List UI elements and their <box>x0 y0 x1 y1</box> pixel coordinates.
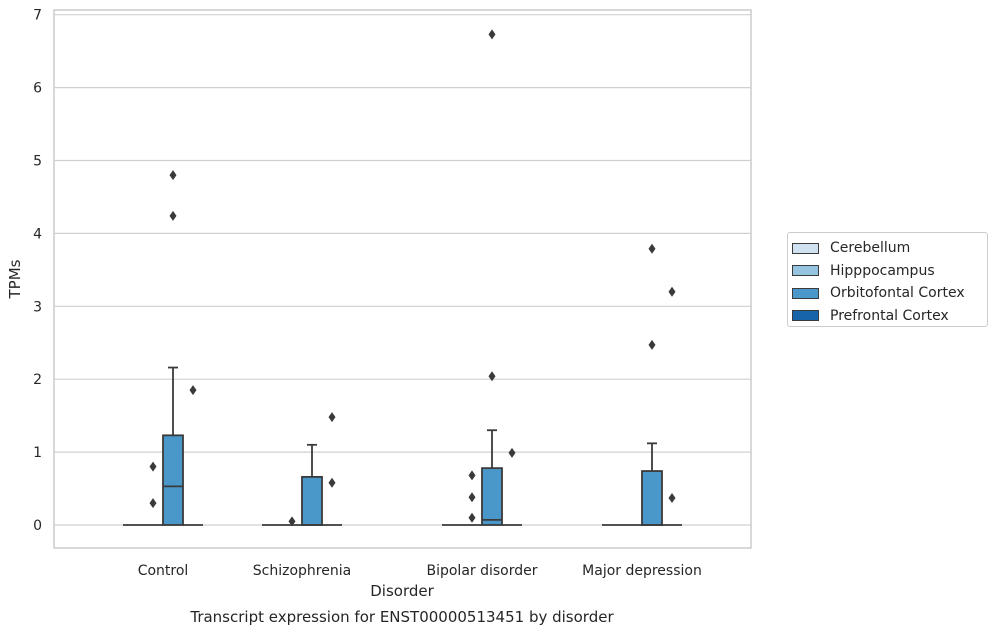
y-tick-labels: 0 1 2 3 4 5 6 7 <box>33 8 42 534</box>
outlier-point <box>189 385 197 396</box>
y-tick-label: 0 <box>33 518 42 534</box>
legend-swatch <box>792 287 819 299</box>
plot-area <box>53 9 752 549</box>
box <box>662 286 682 526</box>
outlier-point <box>468 512 476 523</box>
legend-swatch <box>792 310 819 322</box>
box <box>301 443 323 526</box>
x-tick-label: Control <box>138 563 189 579</box>
chart-caption: Transcript expression for ENST0000051345… <box>190 608 614 626</box>
series-hipppocampus <box>143 461 642 527</box>
outlier-point <box>648 243 656 254</box>
legend-swatch <box>792 265 819 277</box>
box <box>481 29 503 526</box>
box-body <box>641 470 663 526</box>
y-tick-label: 1 <box>33 445 42 461</box>
box-body <box>301 475 323 526</box>
outlier-point <box>648 339 656 350</box>
outlier-point <box>668 286 676 297</box>
y-tick-label: 5 <box>33 154 42 170</box>
outlier-point <box>149 461 157 472</box>
y-tick-label: 6 <box>33 81 42 97</box>
outlier-point <box>328 477 336 488</box>
outlier-point <box>149 498 157 509</box>
box-body <box>481 467 503 526</box>
series-prefrontal-cortex <box>183 286 682 526</box>
box <box>183 385 203 526</box>
legend-label: Cerebellum <box>830 240 911 257</box>
outlier-point <box>488 29 496 40</box>
x-tick-labels: Control Schizophrenia Bipolar disorder Majo… <box>138 563 702 579</box>
box-body <box>162 434 184 526</box>
x-axis-label: Disorder <box>370 582 434 600</box>
outlier-point <box>488 371 496 382</box>
outlier-point <box>668 493 676 504</box>
box <box>322 412 342 526</box>
y-tick-label: 7 <box>33 8 42 24</box>
legend-item: Orbitofontal Cortex <box>788 282 987 305</box>
legend-label: Hipppocampus <box>830 262 935 279</box>
series-orbitofontal-cortex <box>162 29 663 526</box>
box <box>641 243 663 526</box>
y-tick-label: 3 <box>33 299 42 315</box>
outlier-point <box>328 412 336 423</box>
outlier-point <box>468 470 476 481</box>
box <box>462 470 482 526</box>
box <box>162 170 184 526</box>
outlier-point <box>288 516 296 527</box>
outlier-point <box>468 492 476 503</box>
x-tick-label: Major depression <box>582 563 702 579</box>
y-tick-label: 4 <box>33 226 42 242</box>
x-tick-label: Schizophrenia <box>253 563 351 579</box>
box-series <box>123 29 682 527</box>
legend-item: Prefrontal Cortex <box>788 305 987 328</box>
legend-item: Hipppocampus <box>788 260 987 283</box>
outlier-point <box>169 210 177 221</box>
outlier-point <box>508 447 516 458</box>
box <box>282 516 302 527</box>
legend-label: Prefrontal Cortex <box>830 307 949 324</box>
box <box>143 461 163 526</box>
y-axis-label: TPMs <box>6 259 24 299</box>
outlier-point <box>169 170 177 181</box>
y-tick-label: 2 <box>33 372 42 388</box>
legend-item: Cerebellum <box>788 237 987 260</box>
legend-swatch <box>792 242 819 254</box>
x-tick-label: Bipolar disorder <box>426 563 537 579</box>
legend: Cerebellum Hipppocampus Orbitofontal Corte… <box>787 232 988 327</box>
legend-label: Orbitofontal Cortex <box>830 285 965 302</box>
box <box>502 447 522 526</box>
